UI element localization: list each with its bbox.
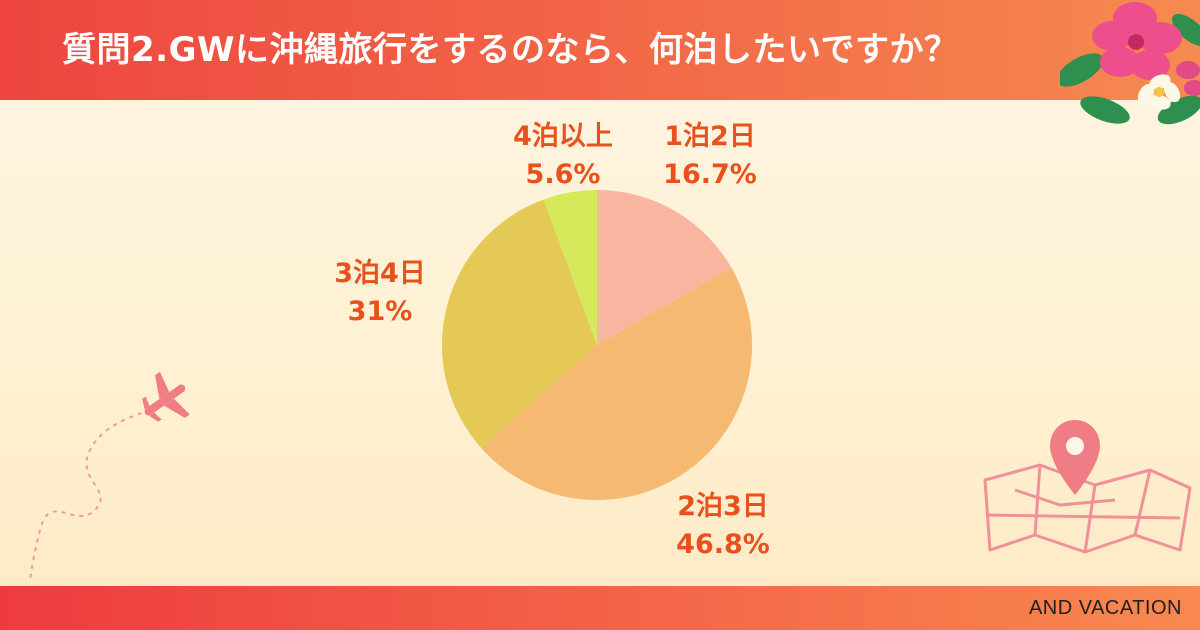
map-pin-icon bbox=[983, 420, 1192, 554]
footer-bar bbox=[0, 586, 1200, 630]
pie-slice-3 bbox=[442, 199, 597, 448]
slice-label-3-name: 3泊4日 bbox=[334, 258, 426, 289]
pie-slice-2 bbox=[481, 267, 753, 501]
pie-slice-4 bbox=[543, 190, 597, 345]
slice-label-2: 2泊3日 46.8% bbox=[668, 488, 778, 564]
slice-label-4-value: 5.6% bbox=[525, 159, 601, 190]
hibiscus-flower-icon bbox=[1060, 2, 1200, 125]
slice-label-3: 3泊4日 31% bbox=[325, 255, 435, 331]
airplane-icon bbox=[29, 371, 190, 580]
page-title: 質問2.GWに沖縄旅行をするのなら、何泊したいですか？ bbox=[62, 30, 959, 70]
brand-name: AND VACATION bbox=[1028, 597, 1182, 619]
pie-chart bbox=[442, 190, 753, 501]
slice-label-4-name: 4泊以上 bbox=[513, 121, 613, 152]
slice-label-2-name: 2泊3日 bbox=[677, 491, 769, 522]
pie-slice-1 bbox=[597, 190, 732, 345]
slice-label-2-value: 46.8% bbox=[676, 529, 770, 560]
slice-label-1: 1泊2日 16.7% bbox=[655, 118, 765, 194]
header-bar bbox=[0, 0, 1200, 100]
slice-label-3-value: 31% bbox=[347, 296, 413, 327]
slice-label-4: 4泊以上 5.6% bbox=[498, 118, 628, 194]
slice-label-1-value: 16.7% bbox=[663, 159, 757, 190]
slice-label-1-name: 1泊2日 bbox=[664, 121, 756, 152]
